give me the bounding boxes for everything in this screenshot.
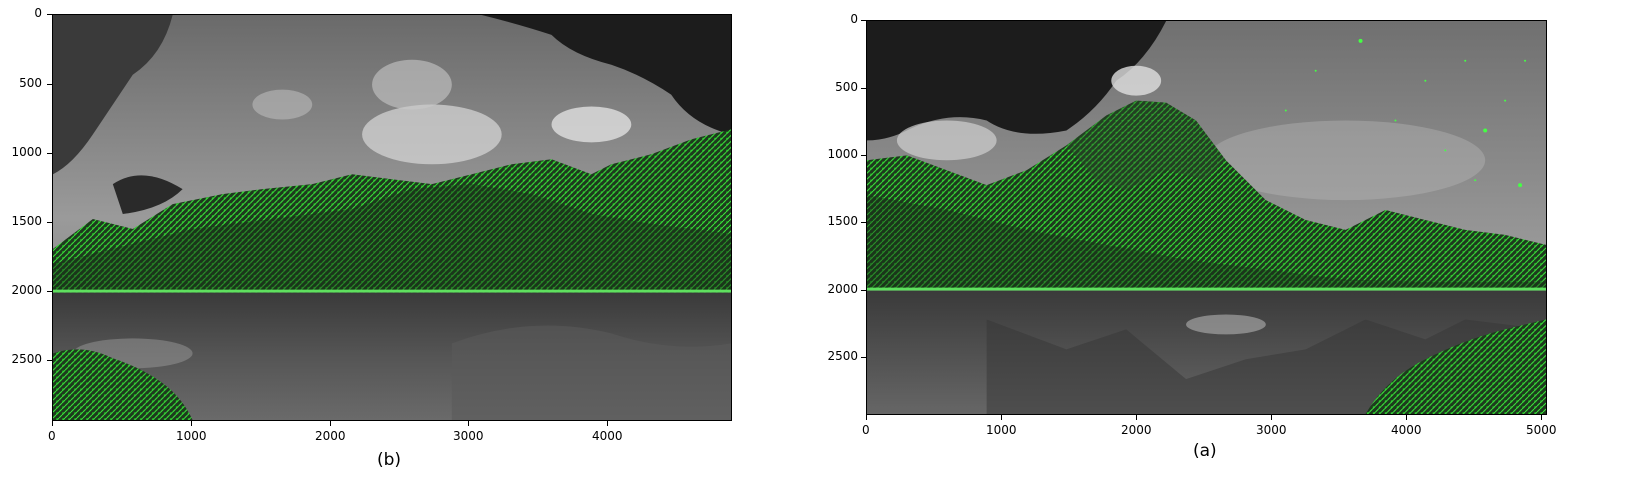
y-tick-label: 2500: [11, 352, 42, 366]
panel-label-b: (b): [377, 450, 402, 470]
x-tick-label: 0: [862, 423, 870, 437]
image-b: [52, 14, 732, 421]
x-tick-label: 4000: [592, 429, 623, 443]
y-tick-label: 1500: [827, 214, 858, 228]
x-tick-label: 2000: [1121, 423, 1152, 437]
panel-label-a: (a): [1193, 441, 1217, 461]
x-tick-label: 3000: [1256, 423, 1287, 437]
x-tick-label: 5000: [1526, 423, 1557, 437]
x-tick-label: 4000: [1391, 423, 1422, 437]
x-tick-label: 1000: [176, 429, 207, 443]
y-tick-label: 2500: [827, 349, 858, 363]
y-tick-label: 2000: [11, 283, 42, 297]
x-tick-label: 1000: [986, 423, 1017, 437]
x-tick-label: 0: [48, 429, 56, 443]
y-tick-label: 1500: [11, 214, 42, 228]
landscape-image-b: [53, 15, 731, 420]
y-tick-label: 500: [835, 80, 858, 94]
y-tick-label: 0: [34, 6, 42, 20]
x-tick-label: 2000: [315, 429, 346, 443]
image-a: [866, 20, 1547, 415]
y-tick-label: 2000: [827, 282, 858, 296]
y-tick-label: 0: [850, 12, 858, 26]
panel-b: 0 500 1000 1500 2000 2500 0 1000 2000 30…: [0, 0, 760, 495]
y-tick-label: 500: [19, 76, 42, 90]
x-tick-label: 3000: [453, 429, 484, 443]
y-tick-label: 1000: [827, 147, 858, 161]
y-tick-label: 1000: [11, 145, 42, 159]
landscape-image-a: [867, 21, 1546, 414]
